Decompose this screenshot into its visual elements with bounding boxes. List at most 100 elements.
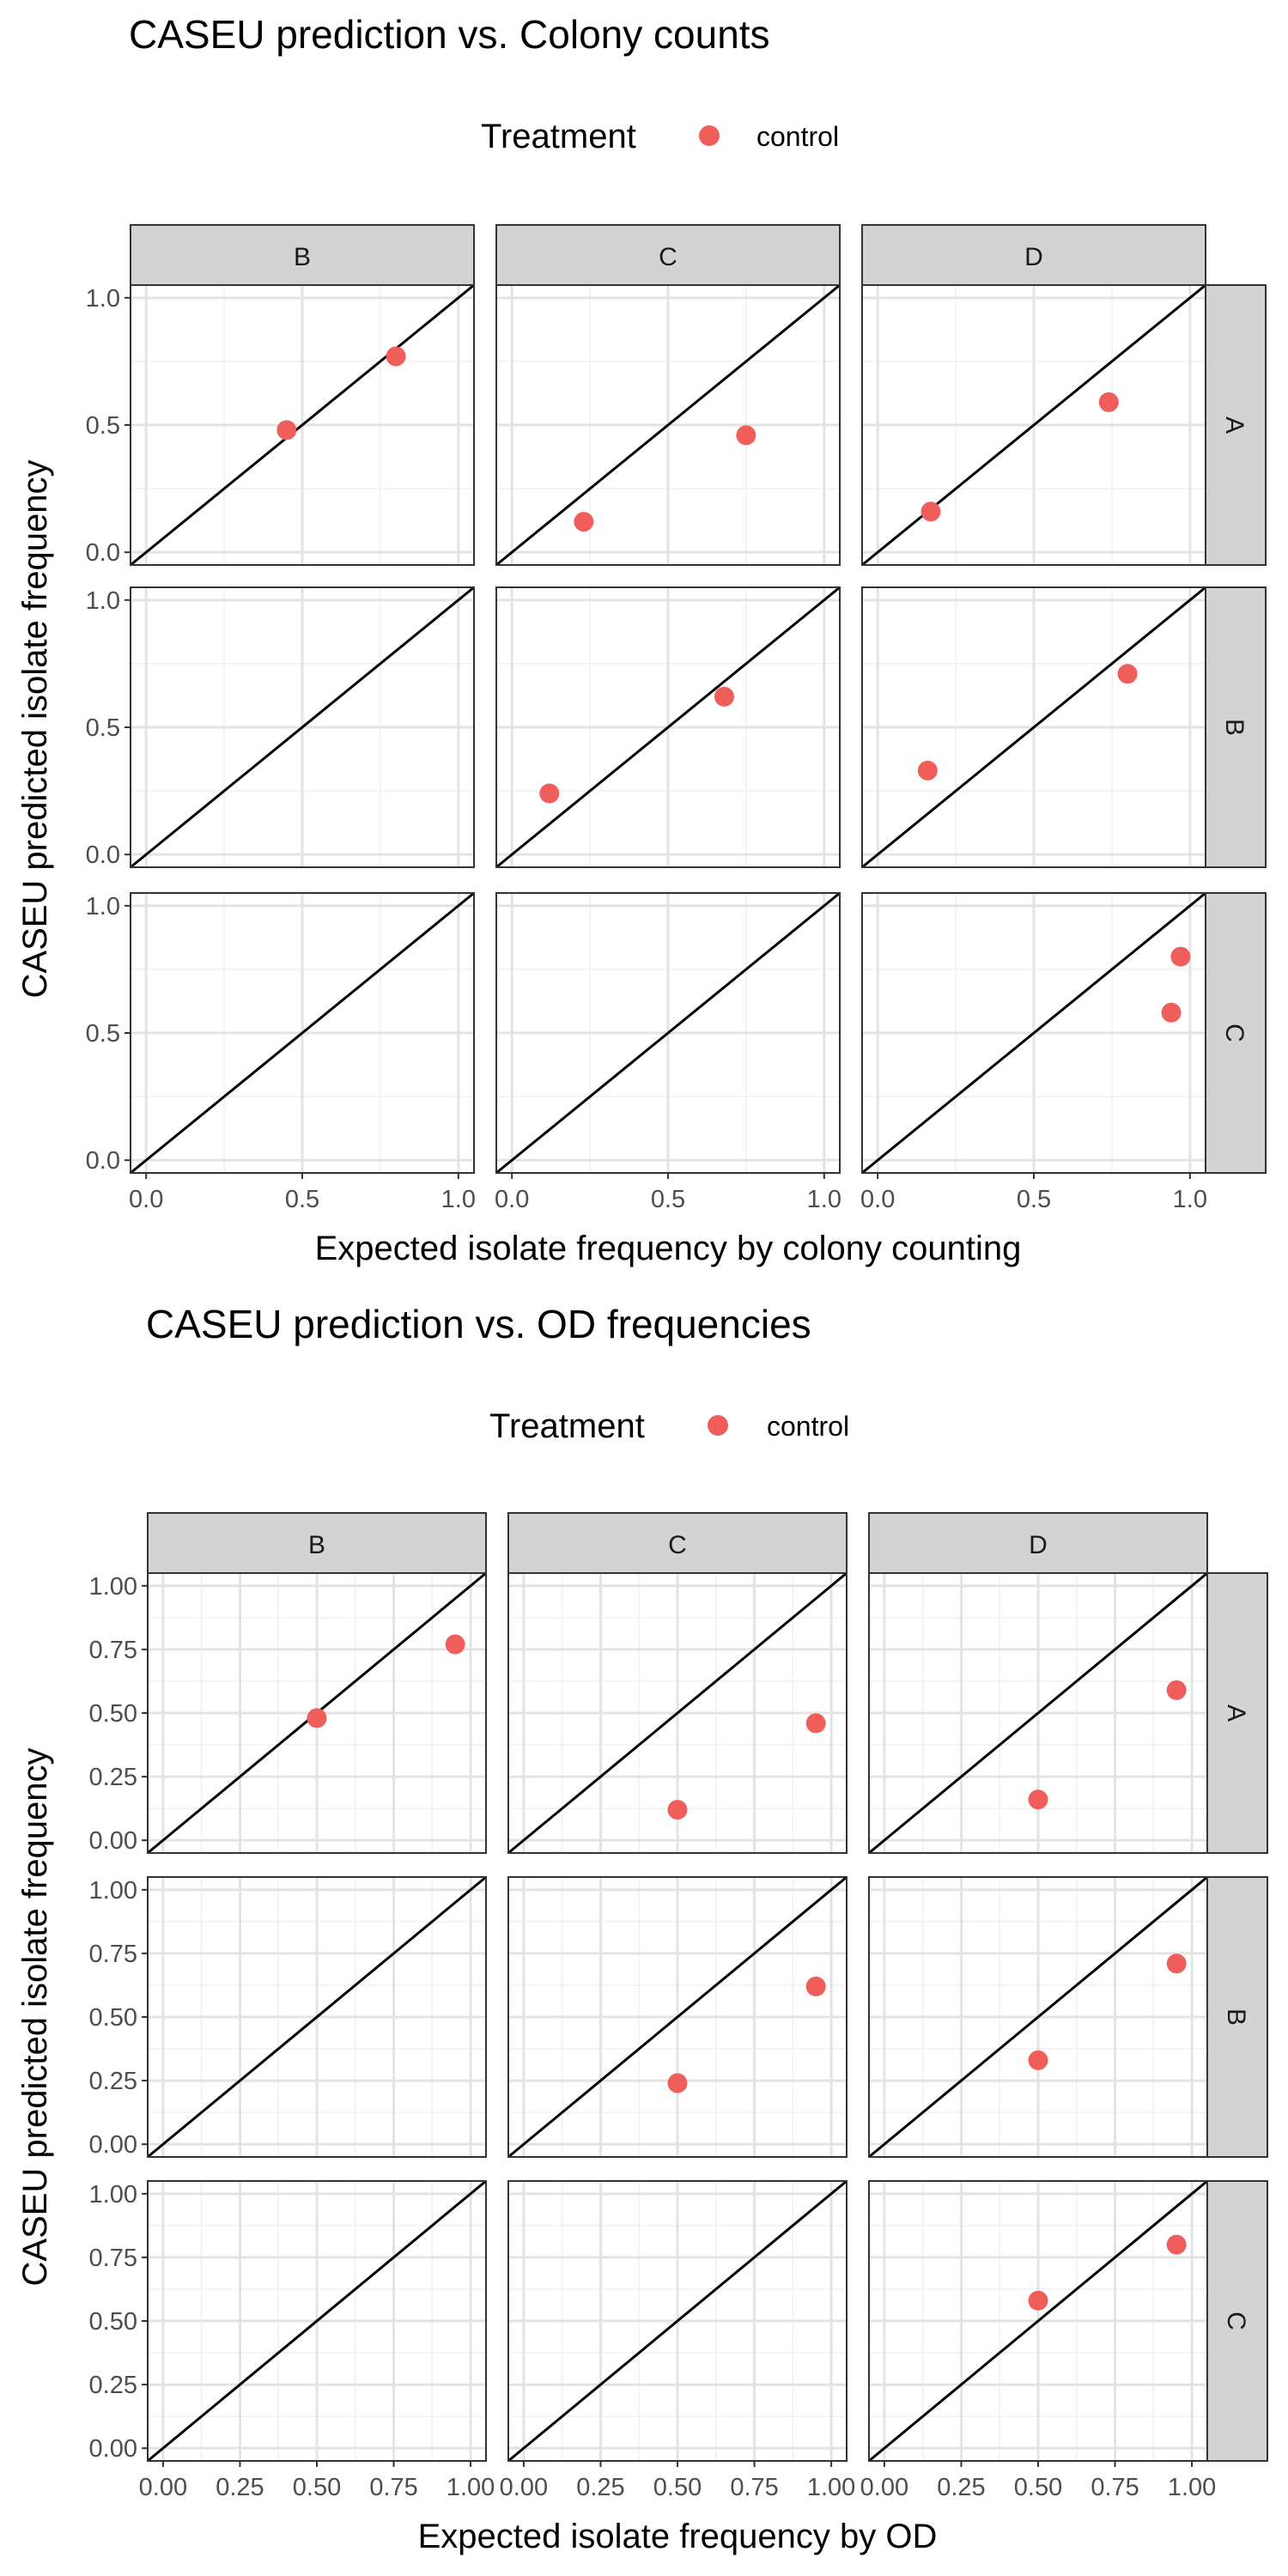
row-strip-2: B (1206, 1876, 1268, 2158)
data-point (1161, 1002, 1182, 1023)
col-strip-label: C (668, 1531, 687, 1559)
data-point (1028, 2050, 1048, 2070)
row-strip-bg (1206, 2180, 1268, 2462)
y-tick-label: 0.50 (89, 1700, 137, 1728)
row-strip-3: C (1206, 2180, 1268, 2462)
panel-B-B: 0.00 0.25 0.50 0.75 1.00 (89, 1875, 487, 2159)
col-strip-label: B (308, 1531, 325, 1559)
legend-label-control: control (756, 121, 839, 152)
data-point (1098, 392, 1119, 412)
data-point (539, 783, 560, 804)
x-tick-label: 0.50 (293, 2474, 341, 2501)
y-tick-label: 0.25 (89, 2372, 137, 2399)
panel-A-D (861, 283, 1206, 567)
identity-line (507, 1875, 848, 2159)
y-tick-label: 1.0 (86, 285, 120, 313)
data-point (667, 1800, 688, 1820)
legend-title: Treatment (489, 1407, 645, 1445)
x-tick-label: 0.0 (495, 1186, 529, 1213)
identity-line (130, 283, 475, 567)
x-tick-label: 0.0 (860, 1186, 895, 1213)
row-strip-label: C (1220, 1024, 1249, 1042)
y-tick-label: 0.75 (89, 1637, 137, 1664)
identity-line (495, 283, 841, 567)
identity-line (861, 586, 1206, 869)
chart-title: CASEU prediction vs. OD frequencies (146, 1302, 811, 1346)
identity-line (868, 1571, 1208, 1855)
x-tick-label: 1.0 (807, 1186, 841, 1213)
panel-C-D: 0.0 0.5 1.0 (860, 891, 1207, 1213)
row-strip-bg (1206, 1572, 1268, 1854)
panel-C-B: 0.00 0.25 0.50 0.75 1.00 0.00 0.25 0.50 0.75 1.00 (89, 2179, 495, 2501)
data-point (1166, 2234, 1187, 2255)
col-strip-bg (868, 1512, 1208, 1574)
x-tick-label: 0.75 (1091, 2474, 1139, 2501)
data-point (805, 1976, 826, 1996)
legend-title: Treatment (481, 118, 636, 155)
col-strip-bg (130, 224, 475, 286)
panel-B-D (861, 586, 1206, 869)
row-strip-label: A (1220, 416, 1249, 434)
y-tick-label: 0.00 (89, 2131, 137, 2159)
panels: 0.00.51.00.00.51.00.00.51.00.0 0.5 1.0 0.0 0… (86, 283, 1207, 1213)
data-point (574, 512, 594, 532)
y-tick-label: 1.0 (86, 587, 120, 615)
row-strip-2: B (1205, 586, 1267, 868)
data-point (1117, 664, 1138, 684)
identity-line (130, 586, 475, 869)
x-tick-label: 0.5 (285, 1186, 319, 1213)
y-tick-label: 0.50 (89, 2308, 137, 2336)
data-point (276, 420, 297, 440)
panel-B-B: 0.0 0.5 1.0 (86, 586, 475, 869)
data-point (920, 501, 941, 522)
row-strip-bg (1205, 586, 1267, 868)
col-strip-3: D (868, 1512, 1208, 1574)
data-point (736, 425, 756, 446)
data-point (805, 1713, 826, 1734)
identity-line (868, 1875, 1208, 2159)
legend-key-control (699, 125, 720, 146)
panel-C-B: 0.0 0.5 1.0 0.0 0.5 1.0 (86, 891, 476, 1213)
identity-line (507, 1571, 848, 1855)
x-tick-label: 0.5 (651, 1186, 685, 1213)
panel-A-B: 0.0 0.5 1.0 (86, 283, 475, 567)
y-axis-title: CASEU predicted isolate frequency (16, 1748, 54, 2287)
panel-C-C: 0.0 0.5 1.0 (495, 891, 841, 1213)
legend: Treatment control (489, 1407, 849, 1445)
chart-od-frequencies: CASEU prediction vs. OD frequencies Trea… (16, 1302, 1268, 2555)
data-point (667, 2073, 688, 2093)
x-tick-label: 0.50 (1014, 2474, 1062, 2501)
y-tick-label: 0.25 (89, 1764, 137, 1791)
legend-label-control: control (767, 1411, 849, 1442)
row-strip-3: C (1205, 892, 1267, 1174)
y-tick-label: 0.0 (86, 1147, 120, 1175)
x-axis-title: Expected isolate frequency by colony cou… (315, 1230, 1022, 1267)
panel-border (495, 284, 841, 566)
identity-line (861, 891, 1206, 1175)
chart-colony-counts: CASEU prediction vs. Colony counts Treat… (16, 12, 1267, 1267)
data-point (307, 1708, 327, 1728)
data-point (1028, 2290, 1048, 2311)
data-point (1166, 1953, 1187, 1974)
col-strip-3: D (861, 224, 1206, 286)
x-tick-label: 0.00 (860, 2474, 908, 2501)
y-tick-label: 1.0 (86, 893, 120, 920)
x-tick-label: 0.5 (1017, 1186, 1051, 1213)
identity-line (130, 891, 475, 1175)
x-tick-label: 1.00 (807, 2474, 855, 2501)
y-tick-label: 0.25 (89, 2068, 137, 2095)
col-strip-2: C (507, 1512, 848, 1574)
col-strip-bg (507, 1512, 848, 1574)
panel-C-C: 0.00 0.25 0.50 0.75 1.00 (500, 2179, 855, 2501)
y-tick-label: 0.0 (86, 841, 120, 869)
data-point (714, 686, 734, 707)
row-strip-label: C (1222, 2312, 1250, 2330)
x-tick-label: 0.75 (730, 2474, 778, 2501)
panel-border (495, 586, 841, 868)
y-tick-label: 0.5 (86, 1020, 120, 1048)
panel-B-D (868, 1875, 1208, 2159)
y-tick-label: 0.0 (86, 539, 120, 567)
panel-border (868, 1876, 1208, 2158)
row-strip-bg (1205, 284, 1267, 566)
